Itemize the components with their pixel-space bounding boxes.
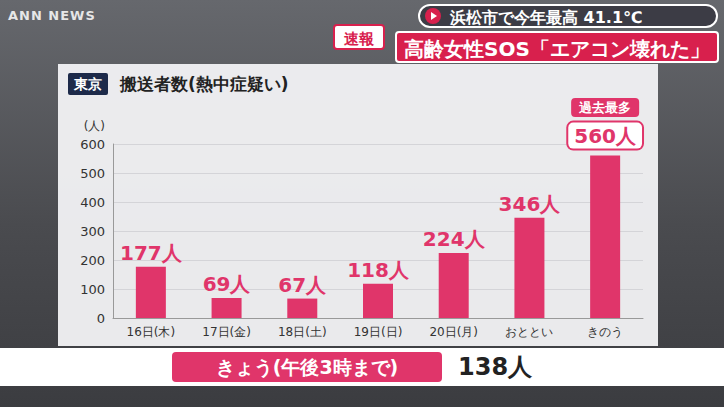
html-text:東京: 東京 — [74, 76, 102, 92]
svg-text:17日(金): 17日(金) — [202, 325, 251, 339]
svg-text:おととい: おととい — [505, 325, 553, 339]
svg-text:18日(土): 18日(土) — [278, 325, 327, 339]
svg-text:560人: 560人 — [574, 124, 637, 148]
svg-text:きのう: きのう — [587, 325, 623, 339]
svg-text:400: 400 — [80, 195, 105, 210]
svg-text:200: 200 — [80, 253, 105, 268]
html-text:ANN NEWS: ANN NEWS — [8, 8, 96, 23]
svg-text:過去最多: 過去最多 — [578, 100, 631, 115]
html-text:138人: 138人 — [458, 353, 533, 381]
svg-text:600: 600 — [80, 137, 105, 152]
svg-text:300: 300 — [80, 224, 105, 239]
svg-text:67人: 67人 — [278, 273, 327, 297]
html-text:搬送者数(熱中症疑い): 搬送者数(熱中症疑い) — [120, 74, 289, 94]
svg-text:224人: 224人 — [423, 227, 486, 251]
svg-text:19日(日): 19日(日) — [354, 325, 403, 339]
html-text:速報: 速報 — [344, 30, 374, 48]
html-text:浜松市で今年最高 41.1℃: 浜松市で今年最高 41.1℃ — [450, 8, 643, 27]
svg-text:500: 500 — [80, 166, 105, 181]
svg-text:0: 0 — [97, 311, 105, 326]
svg-text:69人: 69人 — [203, 272, 252, 296]
html-text:きょう(午後3時まで): きょう(午後3時まで) — [215, 356, 399, 378]
svg-text:100: 100 — [80, 282, 105, 297]
svg-text:118人: 118人 — [347, 258, 410, 282]
svg-text:16日(木): 16日(木) — [127, 325, 176, 339]
svg-text:20日(月): 20日(月) — [429, 325, 478, 339]
svg-text:177人: 177人 — [120, 241, 183, 265]
svg-text:346人: 346人 — [499, 192, 562, 216]
svg-text:(人): (人) — [84, 119, 105, 133]
html-text:高齢女性SOS「エアコン壊れた」: 高齢女性SOS「エアコン壊れた」 — [404, 37, 710, 61]
